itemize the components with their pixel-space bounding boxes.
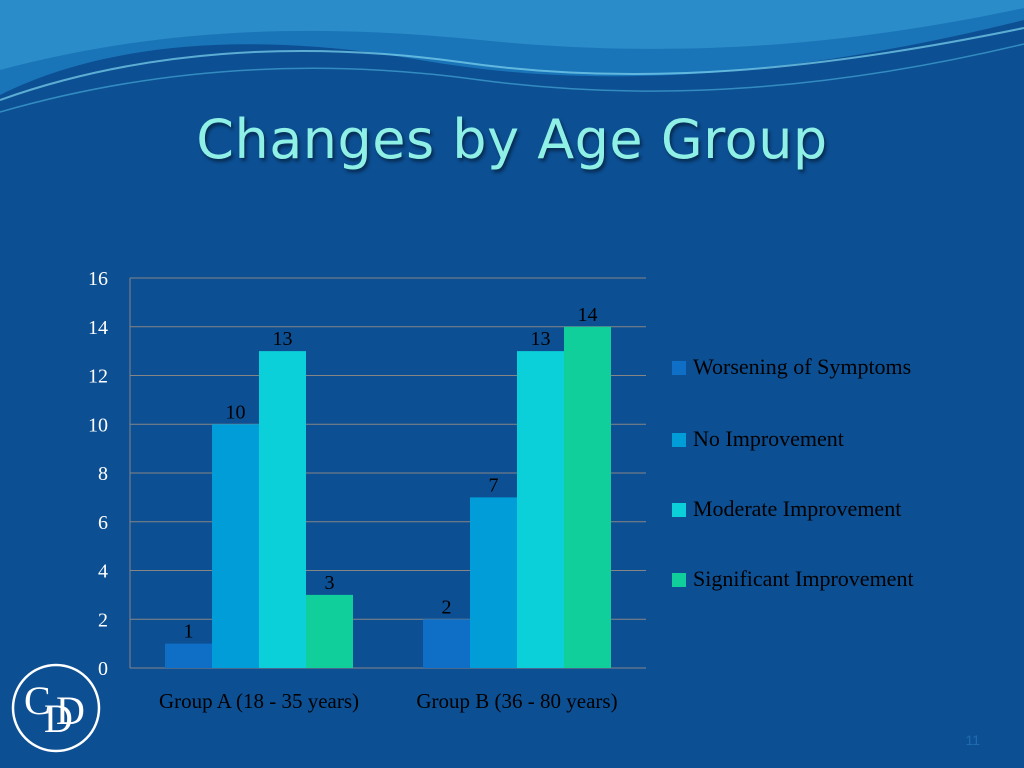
legend-label: Significant Improvement xyxy=(693,566,914,591)
legend-swatch xyxy=(672,573,686,587)
data-label: 13 xyxy=(273,328,293,350)
bar xyxy=(423,619,470,668)
legend-item: Moderate Improvement xyxy=(672,494,963,524)
y-tick-label: 2 xyxy=(98,609,108,631)
bars xyxy=(165,326,611,668)
slide-title: Changes by Age Group xyxy=(196,108,828,171)
y-axis-ticks: 0 2 4 6 8 10 12 14 16 xyxy=(88,268,108,680)
data-label: 10 xyxy=(226,401,246,423)
legend-label: Worsening of Symptoms xyxy=(693,354,912,379)
y-tick-label: 10 xyxy=(88,414,108,436)
data-labels: 1 10 13 3 2 7 13 14 xyxy=(184,304,598,643)
y-tick-label: 4 xyxy=(98,561,108,583)
y-tick-label: 14 xyxy=(88,317,108,339)
header-wave-decoration xyxy=(0,0,1024,113)
legend-swatch xyxy=(672,503,686,517)
data-label: 3 xyxy=(325,572,335,594)
legend-swatch xyxy=(672,433,686,447)
bar xyxy=(306,594,353,668)
slide-number: 11 xyxy=(965,732,980,748)
data-label: 14 xyxy=(578,304,598,326)
y-tick-label: 6 xyxy=(98,512,108,534)
bar xyxy=(165,643,212,668)
svg-text:D: D xyxy=(44,696,73,741)
legend-swatch xyxy=(672,361,686,375)
data-label: 13 xyxy=(531,328,551,350)
y-tick-label: 0 xyxy=(98,658,108,680)
category-labels: Group A (18 - 35 years) Group B (36 - 80 … xyxy=(159,689,618,713)
bar xyxy=(564,326,611,668)
svg-text:D: D xyxy=(56,688,85,733)
svg-text:C: C xyxy=(24,678,51,723)
legend-item: Worsening of Symptoms xyxy=(672,352,963,382)
cdd-logo: C D D xyxy=(11,663,101,753)
legend-label: No Improvement xyxy=(693,426,844,451)
bar xyxy=(517,351,564,668)
data-label: 1 xyxy=(184,621,194,643)
data-label: 7 xyxy=(489,474,499,496)
legend-item: Significant Improvement xyxy=(672,564,963,594)
y-tick-label: 16 xyxy=(88,268,108,290)
bar xyxy=(259,351,306,668)
category-label: Group A (18 - 35 years) xyxy=(159,689,359,713)
bar xyxy=(212,424,259,668)
y-tick-label: 12 xyxy=(88,366,108,388)
legend-item: No Improvement xyxy=(672,424,963,454)
y-tick-label: 8 xyxy=(98,463,108,485)
data-label: 2 xyxy=(442,596,452,618)
bar xyxy=(470,497,517,668)
legend-label: Moderate Improvement xyxy=(693,496,902,521)
category-label: Group B (36 - 80 years) xyxy=(416,689,617,713)
